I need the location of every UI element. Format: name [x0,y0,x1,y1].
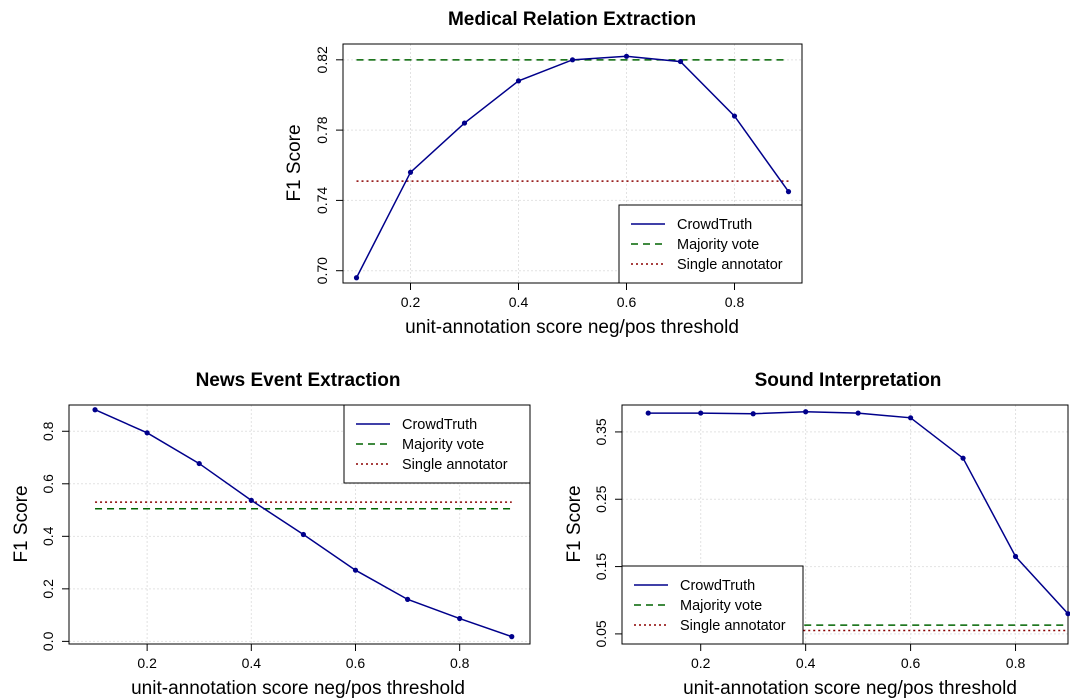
legend: CrowdTruth Majority vote Single annotator [618,204,803,284]
x-tick-label: 0.2 [401,294,421,310]
data-point [461,120,468,126]
x-axis-label: unit-annotation score neg/pos threshold [131,678,465,699]
data-point [509,634,515,640]
x-tick-label: 0.2 [691,655,711,671]
x-tick-label: 0.8 [725,294,745,310]
data-point [144,430,150,436]
y-tick-label: 0.8 [40,421,56,441]
legend-label: Majority vote [680,598,762,614]
legend: CrowdTruth Majority vote Single annotator [621,565,804,645]
data-point [803,409,809,415]
y-axis-label: F1 Score [11,485,32,562]
legend-label: CrowdTruth [677,217,752,233]
y-tick-label: 0.2 [40,579,56,599]
x-tick-label: 0.6 [617,294,637,310]
y-tick-label: 0.74 [314,187,330,214]
x-tick-label: 0.6 [346,655,366,671]
data-point [960,455,966,461]
data-point [515,78,522,84]
x-axis-label: unit-annotation score neg/pos threshold [683,678,1017,699]
data-point [698,410,704,416]
x-tick-label: 0.6 [901,655,921,671]
data-point [1012,553,1019,560]
y-tick-label: 0.70 [314,257,330,284]
chart-title: News Event Extraction [196,370,401,391]
chart-panel-3: 0.2 0.4 0.6 0.8 0.05 0.15 0.25 0.35 Sound Interp… [564,370,1070,699]
legend-label: Majority vote [677,237,759,253]
y-tick-label: 0.25 [593,485,609,512]
chart-panel-2: 0.2 0.4 0.6 0.8 0.0 0.2 0.4 0.6 0.8 News Event Ex… [11,370,531,699]
legend-label: Single annotator [677,257,783,273]
data-point [1065,611,1070,617]
data-point [407,169,414,175]
y-tick-label: 0.82 [314,46,330,73]
y-tick-label: 0.15 [593,553,609,580]
data-point [300,531,307,538]
data-point [248,497,254,503]
y-tick-label: 0.35 [593,418,609,445]
y-axis-label: F1 Score [284,124,305,201]
plot-frame [621,404,1069,645]
data-point [750,411,756,417]
data-point [352,567,359,573]
legend-label: CrowdTruth [402,417,477,433]
chart-panel-1: 0.2 0.4 0.6 0.8 0.70 0.74 0.78 0.82 Medical Rela… [284,9,803,338]
data-point [92,407,98,413]
y-tick-label: 0.6 [40,474,56,494]
x-tick-label: 0.4 [796,655,816,671]
data-point [457,615,463,622]
x-tick-label: 0.2 [137,655,157,671]
data-point [907,415,914,421]
plot-frame [342,43,803,284]
legend-label: Single annotator [680,618,786,634]
chart-title: Sound Interpretation [755,370,942,391]
data-point [404,596,411,602]
y-axis-label: F1 Score [564,485,585,562]
data-point [855,410,861,416]
y-tick-label: 0.0 [40,631,56,651]
x-tick-label: 0.8 [1006,655,1026,671]
plot-frame [68,404,531,645]
y-tick-label: 0.78 [314,116,330,143]
data-point [731,113,738,119]
data-point [569,57,576,63]
y-tick-label: 0.4 [40,526,56,546]
x-tick-label: 0.4 [242,655,262,671]
data-point [785,189,792,195]
y-tick-label: 0.05 [593,620,609,647]
data-point [677,58,684,65]
data-point [196,460,202,467]
legend-label: Majority vote [402,437,484,453]
data-point [645,410,651,416]
x-axis-label: unit-annotation score neg/pos threshold [405,317,739,338]
x-tick-label: 0.4 [509,294,529,310]
x-tick-label: 0.8 [450,655,470,671]
legend: CrowdTruth Majority vote Single annotator [343,404,531,484]
legend-label: Single annotator [402,457,508,473]
data-point [353,275,360,281]
legend-label: CrowdTruth [680,578,755,594]
data-point [623,53,630,59]
chart-title: Medical Relation Extraction [448,9,696,30]
